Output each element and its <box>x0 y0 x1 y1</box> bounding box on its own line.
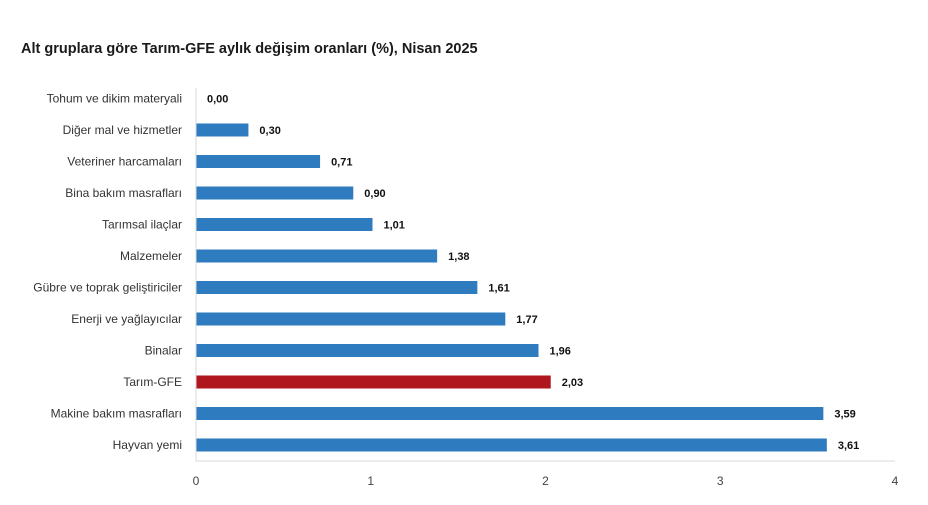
bar <box>196 438 827 452</box>
category-label: Makine bakım masrafları <box>51 407 182 421</box>
data-label: 0,30 <box>259 125 280 137</box>
x-tick-label: 1 <box>367 474 374 488</box>
bar <box>196 155 321 168</box>
bar <box>196 186 354 200</box>
category-label: Gübre ve toprak geliştiriciler <box>33 281 182 295</box>
category-labels-layer: Tohum ve dikim materyali Diğer mal ve hiz… <box>33 92 182 453</box>
data-label: 1,38 <box>448 251 469 263</box>
data-label: 3,61 <box>838 440 859 452</box>
data-label: 1,01 <box>383 220 404 232</box>
bar <box>196 123 249 137</box>
bar <box>196 281 478 294</box>
category-label: Tarımsal ilaçlar <box>102 218 182 232</box>
data-label: 0,00 <box>207 94 228 106</box>
data-label: 1,61 <box>488 283 509 295</box>
bar <box>196 312 506 326</box>
data-label: 0,71 <box>331 157 352 169</box>
category-label: Enerji ve yağlayıcılar <box>71 312 182 326</box>
chart-title: Alt gruplara göre Tarım-GFE aylık değişi… <box>21 41 478 57</box>
category-label: Binalar <box>145 344 182 358</box>
data-label: 3,59 <box>834 409 855 421</box>
category-label: Diğer mal ve hizmetler <box>63 123 182 137</box>
x-axis: 0 1 2 3 4 <box>193 88 899 488</box>
data-label: 1,96 <box>550 346 571 358</box>
bar-highlight <box>196 375 551 389</box>
bar <box>196 249 438 263</box>
bar <box>196 407 824 420</box>
x-tick-label: 2 <box>542 474 549 488</box>
x-tick-label: 3 <box>717 474 724 488</box>
category-label: Bina bakım masrafları <box>65 186 182 200</box>
category-label: Veteriner harcamaları <box>67 155 182 169</box>
data-label: 2,03 <box>562 377 583 389</box>
data-label: 0,90 <box>364 188 385 200</box>
x-tick-label: 0 <box>193 474 200 488</box>
category-label: Malzemeler <box>120 249 182 263</box>
x-tick-label: 4 <box>892 474 899 488</box>
value-labels-layer: 0,00 0,30 0,71 0,90 1,01 1,38 1,61 1,77 1,96 2,03… <box>207 94 859 453</box>
bars-layer <box>196 123 827 452</box>
data-label: 1,77 <box>516 314 537 326</box>
category-label: Tarım-GFE <box>123 375 182 389</box>
bar <box>196 218 373 231</box>
bar <box>196 344 539 357</box>
category-label: Hayvan yemi <box>113 438 182 452</box>
category-label: Tohum ve dikim materyali <box>47 92 182 106</box>
